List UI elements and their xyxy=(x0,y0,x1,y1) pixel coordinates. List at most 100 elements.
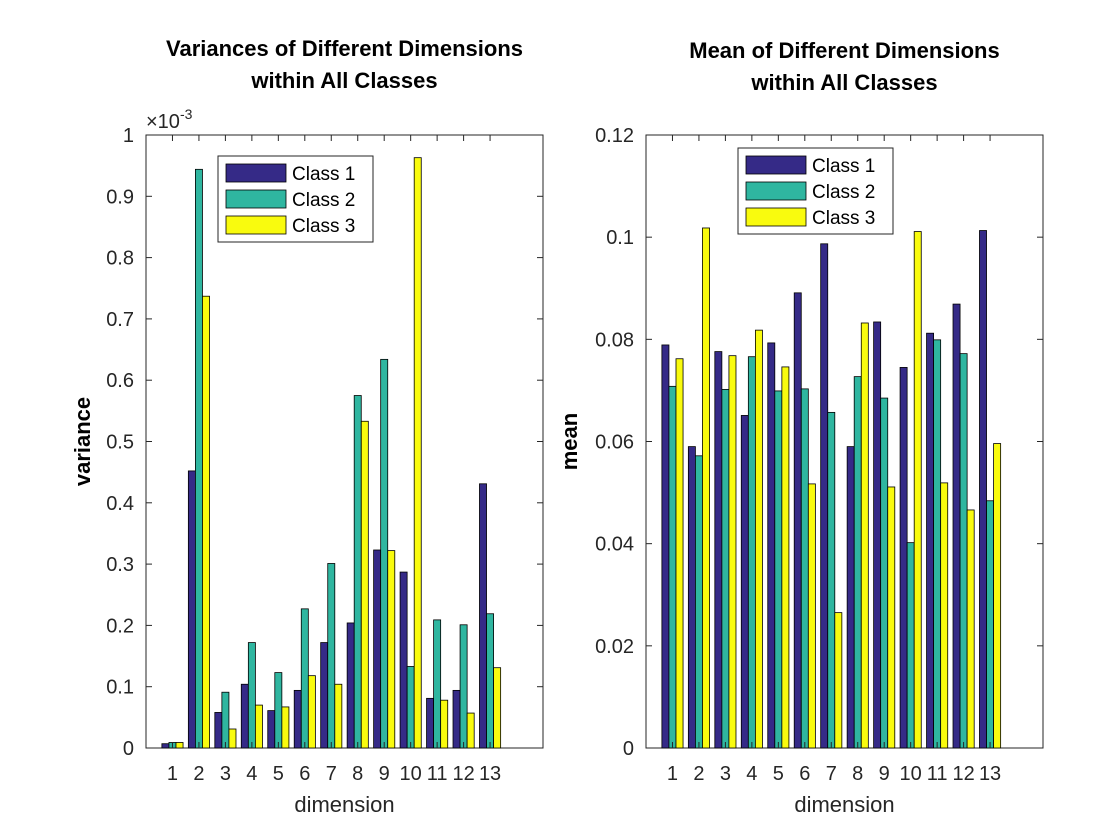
x-tick-label: 4 xyxy=(746,763,757,785)
bar-class3-dim13 xyxy=(493,667,502,749)
bar-class3-dim9 xyxy=(387,550,396,749)
bar-class3-dim4 xyxy=(254,704,263,749)
y-exponent-label: ×10-3 xyxy=(146,106,193,133)
y-tick-label: 0.6 xyxy=(106,370,134,392)
bar-class2-dim7 xyxy=(327,563,336,749)
bar-class3-dim12 xyxy=(466,712,475,749)
bar-class3-dim7 xyxy=(834,612,843,749)
bar-class1-dim2 xyxy=(187,470,196,749)
bar-class2-dim4 xyxy=(247,642,256,749)
y-tick-label: 0.1 xyxy=(606,227,634,249)
bar-class2-dim11 xyxy=(933,339,942,749)
bar-class2-dim5 xyxy=(774,390,783,749)
bar-class1-dim2 xyxy=(687,446,696,749)
bar-class1-dim9 xyxy=(373,549,382,749)
y-tick-label: 0.7 xyxy=(106,309,134,331)
bar-class2-dim12 xyxy=(959,353,968,749)
y-tick-label: 1 xyxy=(123,125,134,147)
bar-class3-dim11 xyxy=(940,482,949,749)
legend-label-class-2: Class 2 xyxy=(812,182,875,203)
bars xyxy=(661,227,1002,749)
bar-class1-dim8 xyxy=(846,446,855,749)
legend-label-class-1: Class 1 xyxy=(292,164,355,185)
y-tick-label: 0.12 xyxy=(595,125,634,147)
y-tick-label: 0.5 xyxy=(106,432,134,454)
x-tick-label: 4 xyxy=(246,763,257,785)
chart-title-line-2: within All Classes xyxy=(250,68,437,93)
bar-class1-dim1 xyxy=(661,344,670,749)
bar-class3-dim4 xyxy=(754,329,763,749)
bar-class2-dim2 xyxy=(695,455,703,749)
chart-1: 00.10.20.30.40.50.60.70.80.911 2 3 4 5 6 7 8 9 10… xyxy=(70,36,544,817)
x-tick-label: 10 xyxy=(400,763,422,785)
bar-class2-dim10 xyxy=(406,666,415,749)
bar-class3-dim1 xyxy=(675,358,684,749)
legend-label-class-2: Class 2 xyxy=(292,190,355,211)
bar-class3-dim9 xyxy=(887,486,896,749)
legend-swatch-class-2 xyxy=(225,189,287,209)
x-tick-label: 12 xyxy=(452,763,474,785)
x-tick-label: 6 xyxy=(799,763,810,785)
bar-class1-dim3 xyxy=(714,351,723,749)
legend: Class 1 Class 2 Class 3 xyxy=(737,147,894,235)
x-tick-label: 7 xyxy=(826,763,837,785)
bar-class2-dim12 xyxy=(459,624,468,749)
x-tick-label: 5 xyxy=(773,763,784,785)
bar-class1-dim1 xyxy=(161,743,170,749)
bar-class1-dim11 xyxy=(926,332,935,749)
bar-class2-dim3 xyxy=(221,691,230,749)
bar-class3-dim2 xyxy=(702,227,710,749)
bar-class2-dim1 xyxy=(668,385,677,749)
bar-class3-dim5 xyxy=(281,706,290,749)
bar-class3-dim10 xyxy=(413,157,422,749)
bar-class3-dim11 xyxy=(440,699,449,749)
y-tick-label: 0.4 xyxy=(106,493,134,515)
x-tick-label: 2 xyxy=(193,763,204,785)
bar-class3-dim3 xyxy=(728,355,737,749)
chart-title-line-2: within All Classes xyxy=(750,70,937,95)
bar-class1-dim10 xyxy=(899,367,908,749)
bar-class3-dim1 xyxy=(175,742,184,749)
bar-class1-dim11 xyxy=(426,697,435,749)
y-tick-label: 0.06 xyxy=(595,432,634,454)
bar-class1-dim13 xyxy=(479,483,487,749)
x-tick-label: 5 xyxy=(273,763,284,785)
bar-class2-dim10 xyxy=(906,542,915,749)
bar-class1-dim4 xyxy=(240,683,249,749)
bar-class3-dim5 xyxy=(781,366,790,749)
x-tick-label: 8 xyxy=(852,763,863,785)
legend-swatch-class-2 xyxy=(745,181,807,201)
bar-class1-dim10 xyxy=(399,571,408,749)
legend: Class 1 Class 2 Class 3 xyxy=(217,155,374,243)
bar-class1-dim7 xyxy=(320,642,329,749)
bar-class3-dim8 xyxy=(860,322,869,749)
x-tick-label: 6 xyxy=(299,763,310,785)
x-tick-label: 1 xyxy=(167,763,178,785)
bar-class1-dim6 xyxy=(793,292,802,749)
bar-class2-dim2 xyxy=(195,168,203,749)
bar-class1-dim7 xyxy=(820,243,829,749)
bar-class3-dim2 xyxy=(202,295,210,749)
y-tick-label: 0.8 xyxy=(106,248,134,270)
x-tick-label: 12 xyxy=(952,763,974,785)
bar-class1-dim8 xyxy=(346,622,355,749)
y-tick-label: 0.1 xyxy=(106,677,134,699)
bar-class1-dim5 xyxy=(267,710,276,749)
x-tick-label: 10 xyxy=(900,763,922,785)
bar-class3-dim12 xyxy=(966,509,975,749)
bar-class3-dim6 xyxy=(807,483,816,749)
x-tick-label: 11 xyxy=(427,763,448,785)
x-tick-label: 9 xyxy=(379,763,390,785)
chart-title-line-1: Variances of Different Dimensions xyxy=(166,36,523,61)
x-tick-label: 9 xyxy=(879,763,890,785)
legend-swatch-class-1 xyxy=(225,163,287,183)
x-tick-label: 7 xyxy=(326,763,337,785)
bar-class1-dim6 xyxy=(293,689,302,749)
bar-class2-dim7 xyxy=(827,411,836,749)
bar-class1-dim3 xyxy=(214,712,223,749)
y-tick-label: 0 xyxy=(623,738,634,760)
legend-swatch-class-1 xyxy=(745,155,807,175)
bar-class3-dim3 xyxy=(228,728,237,749)
x-axis-label: dimension xyxy=(794,792,894,817)
y-tick-label: 0.04 xyxy=(595,534,634,556)
